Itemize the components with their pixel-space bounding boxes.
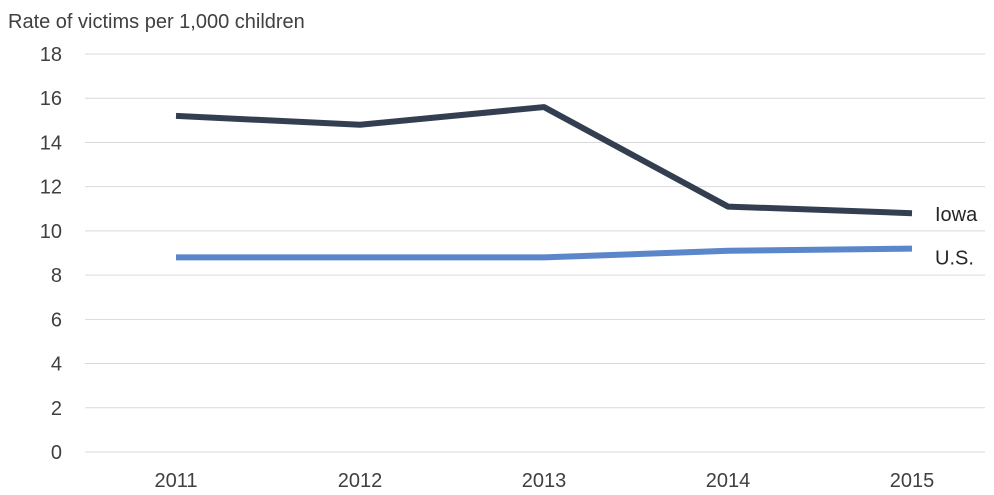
x-tick-label: 2013 — [522, 470, 567, 492]
y-axis-ticks: 0 2 4 6 8 10 12 14 16 18 — [40, 44, 62, 464]
y-tick-label: 8 — [51, 265, 62, 287]
y-tick-label: 2 — [51, 398, 62, 420]
series-labels: Iowa U.S. — [935, 204, 978, 269]
x-axis-ticks: 2011 2012 2013 2014 2015 — [154, 470, 934, 492]
x-tick-label: 2011 — [154, 470, 197, 492]
series-line-iowa — [175, 104, 913, 217]
y-tick-label: 4 — [51, 354, 62, 376]
series-label-u-s: U.S. — [935, 248, 974, 270]
y-tick-label: 16 — [40, 88, 62, 110]
y-tick-label: 18 — [40, 44, 62, 66]
series-lines — [175, 104, 913, 261]
y-tick-label: 10 — [40, 221, 62, 243]
x-tick-label: 2015 — [890, 470, 935, 492]
x-tick-label: 2014 — [706, 470, 751, 492]
y-tick-label: 12 — [40, 177, 62, 199]
y-tick-label: 14 — [40, 132, 62, 154]
y-tick-label: 6 — [51, 309, 62, 331]
series-line-u-s — [176, 245, 913, 261]
series-label-iowa: Iowa — [935, 204, 978, 226]
x-tick-label: 2012 — [338, 470, 383, 492]
gridlines — [85, 53, 985, 453]
y-axis-title: Rate of victims per 1,000 children — [8, 11, 305, 33]
y-tick-label: 0 — [51, 442, 62, 464]
